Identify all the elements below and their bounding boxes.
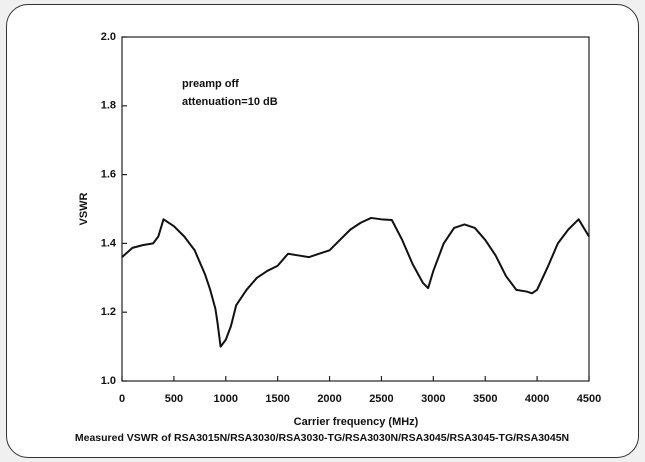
plot-frame (121, 36, 590, 382)
x-tick-label: 2000 (317, 393, 341, 405)
y-tick-label: 1.2 (101, 306, 116, 318)
x-tick-label: 1500 (265, 393, 289, 405)
y-tick-label: 1.8 (101, 100, 116, 112)
y-tick-label: 1.6 (101, 169, 116, 181)
x-axis-label: Carrier frequency (MHz) (294, 416, 419, 428)
caption: Measured VSWR of RSA3015N/RSA3030/RSA303… (75, 432, 569, 444)
x-tick-label: 3000 (421, 393, 445, 405)
y-tick-label: 1.4 (101, 237, 117, 249)
x-tick-label: 0 (119, 393, 125, 405)
card (6, 4, 639, 458)
x-tick-label: 500 (165, 393, 183, 405)
x-tick-label: 2500 (369, 393, 393, 405)
y-tick-label: 1.0 (101, 375, 116, 387)
y-tick-label: 2.0 (101, 31, 116, 43)
y-axis-label: VSWR (78, 192, 90, 225)
data-line (121, 216, 590, 348)
x-tick-label: 4000 (525, 393, 549, 405)
annotation: preamp off (182, 78, 239, 90)
x-tick-label: 3500 (473, 393, 497, 405)
x-tick-label: 1000 (214, 393, 238, 405)
annotation: attenuation=10 dB (182, 96, 278, 108)
x-tick-label: 4500 (577, 393, 601, 405)
